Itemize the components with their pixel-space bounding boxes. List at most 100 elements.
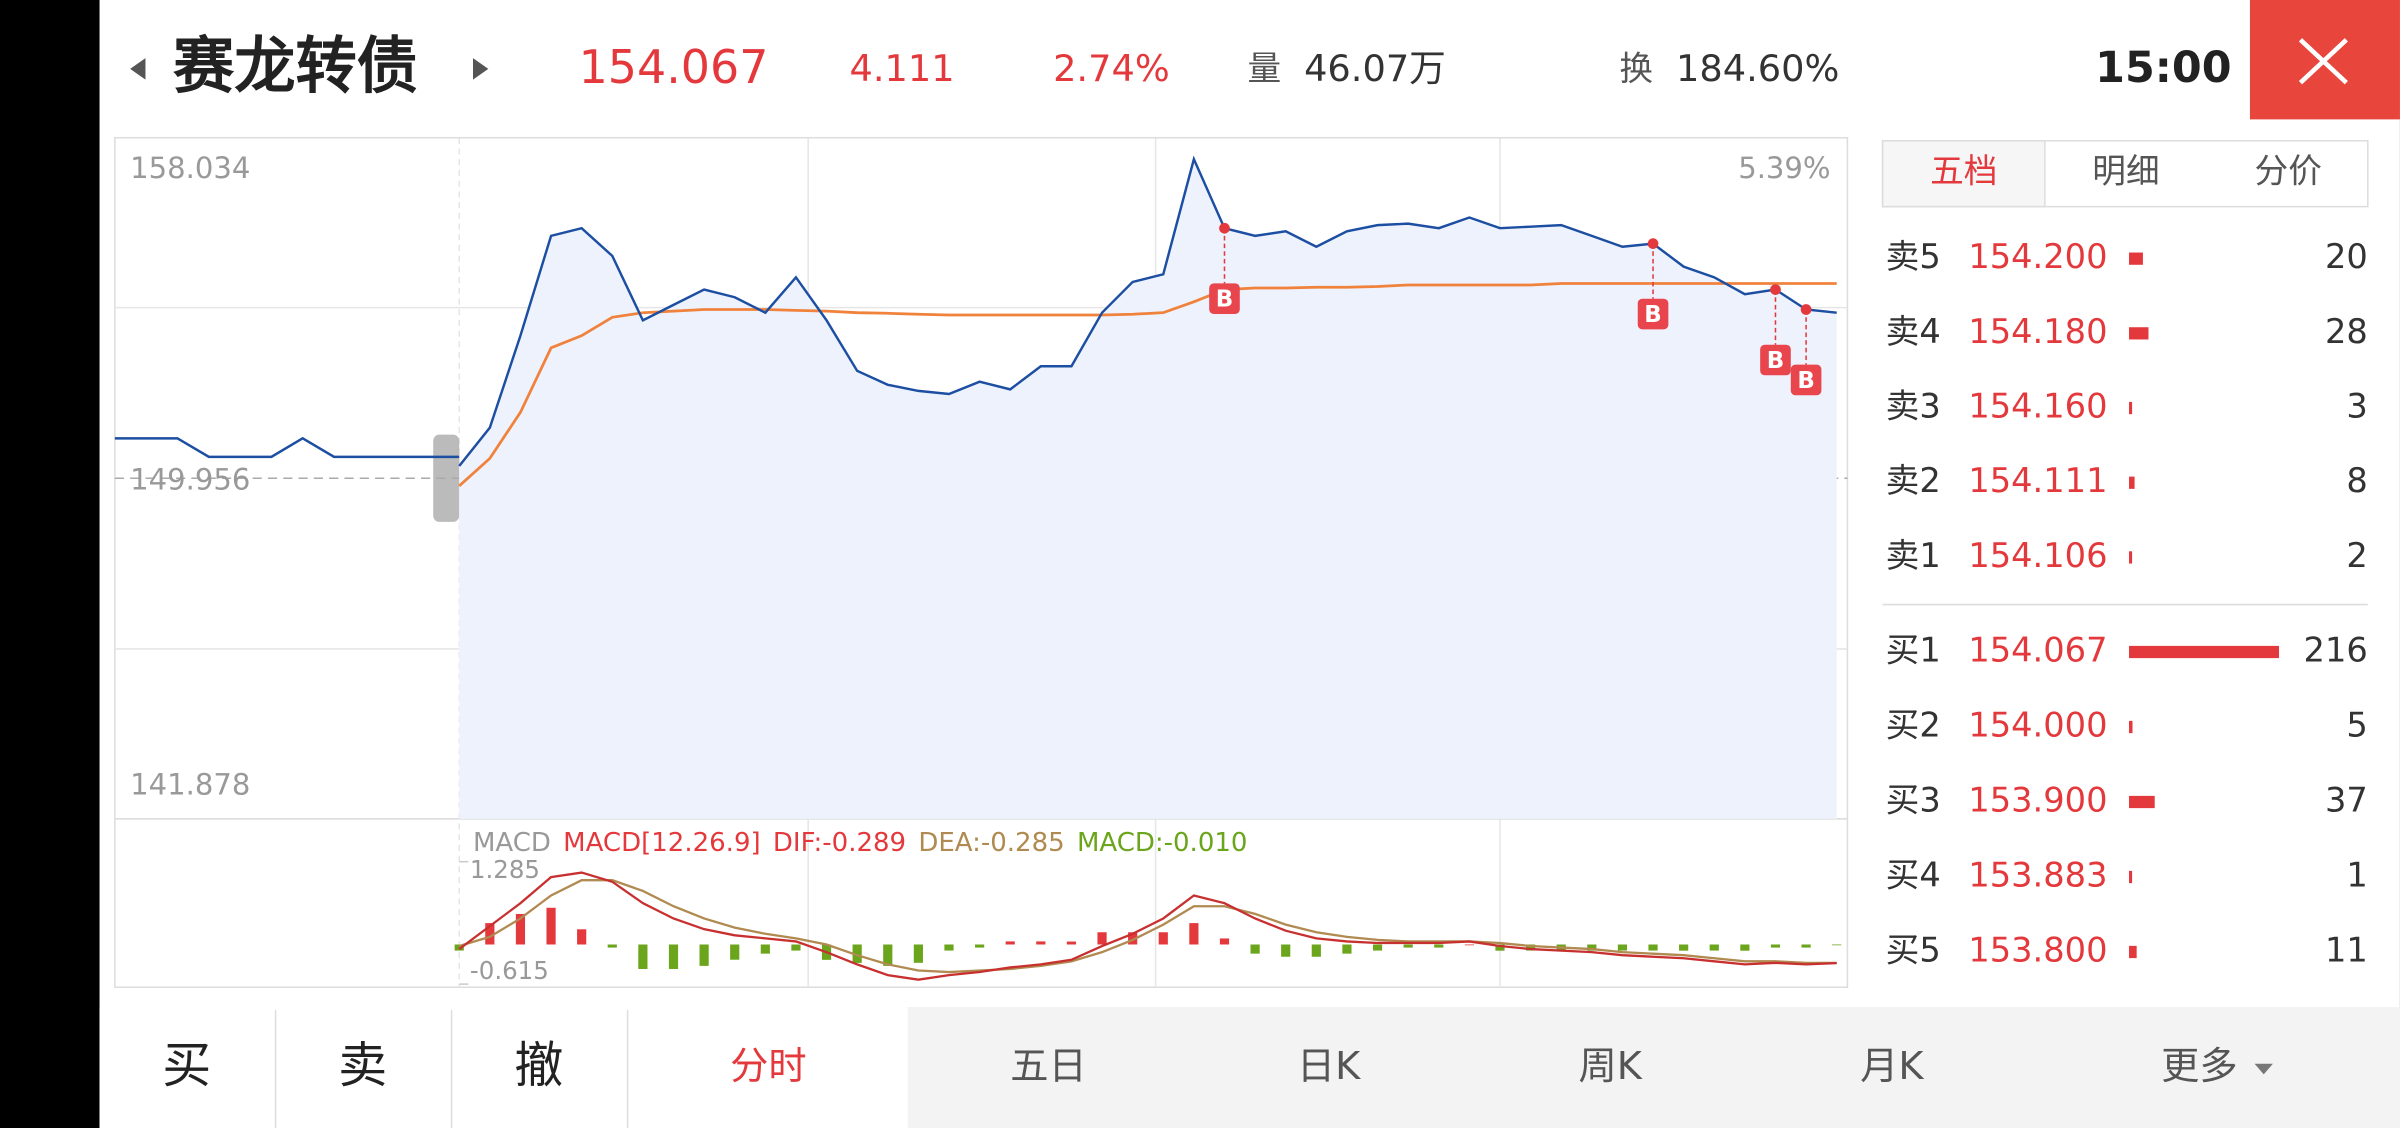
- macd-bar: [730, 944, 740, 960]
- y-tick-label: 158.034: [130, 151, 250, 185]
- level-volume: 20: [2325, 237, 2368, 276]
- period-tab[interactable]: 周K: [1579, 1044, 1643, 1089]
- next-arrow[interactable]: [472, 58, 489, 80]
- macd-bar: [607, 944, 617, 948]
- dea-label: DEA:-0.285: [918, 828, 1064, 858]
- macd-bar: [1770, 944, 1781, 948]
- trade-mark-box[interactable]: [1637, 298, 1669, 330]
- level-label: 卖3: [1886, 387, 1941, 426]
- volume-bar: [2129, 327, 2149, 340]
- level-price: 154.106: [1968, 536, 2107, 575]
- prev-arrow[interactable]: [130, 58, 146, 80]
- level-volume: 3: [2346, 387, 2367, 426]
- trade-mark-label: B: [1767, 348, 1784, 374]
- action-button[interactable]: 买: [162, 1037, 211, 1094]
- order-tab[interactable]: 分价: [2255, 151, 2322, 190]
- level-price: 154.000: [1968, 706, 2107, 745]
- level-price: 153.900: [1968, 780, 2107, 819]
- period-tab[interactable]: 更多: [2161, 1044, 2238, 1089]
- avg-line: [458, 282, 1837, 487]
- time: 15:00: [2095, 43, 2231, 93]
- macd-bar: [852, 944, 862, 963]
- more-caret: [2254, 1063, 2273, 1075]
- action-button[interactable]: 卖: [338, 1037, 387, 1094]
- macd-bar: [760, 944, 770, 954]
- period-tab[interactable]: 月K: [1860, 1044, 1924, 1089]
- action-button[interactable]: 撤: [514, 1037, 563, 1094]
- macd-bar: [577, 929, 587, 945]
- macd-bar: [1005, 941, 1015, 945]
- dif-line: [458, 871, 1837, 981]
- macd-bar: [1128, 932, 1138, 945]
- macd-bar: [1250, 944, 1260, 954]
- volume: 46.07万: [1304, 47, 1446, 90]
- level-price: 154.200: [1968, 237, 2107, 276]
- close-icon: [2298, 38, 2348, 85]
- macd-bar: [485, 923, 495, 945]
- level-price: 153.883: [1968, 855, 2107, 894]
- macd-bar: [515, 913, 526, 945]
- macd-bar: [1495, 944, 1505, 951]
- toolbar-left: [99, 1007, 908, 1128]
- macd-bar: [638, 944, 648, 969]
- level-label: 卖5: [1886, 237, 1941, 276]
- macd-bar: [1036, 941, 1046, 945]
- macd-bar: [1372, 944, 1383, 951]
- level-volume: 37: [2325, 780, 2368, 819]
- macd-bar: [668, 944, 679, 969]
- trade-mark-box[interactable]: [1209, 283, 1240, 314]
- level-label: 卖4: [1886, 312, 1941, 351]
- tab-selected: [1881, 140, 2046, 208]
- level-price: 154.160: [1968, 387, 2107, 426]
- level-label: 买2: [1886, 706, 1941, 745]
- macd-tick-label: 1.285: [470, 855, 540, 884]
- macd-bar: [1311, 944, 1321, 957]
- volume-bar: [2129, 252, 2143, 265]
- period-tab[interactable]: 分时: [730, 1044, 807, 1089]
- macd-bar: [546, 907, 556, 945]
- level-label: 卖2: [1886, 461, 1941, 500]
- order-tab[interactable]: 明细: [2092, 151, 2159, 190]
- period-tab[interactable]: 日K: [1297, 1044, 1361, 1089]
- volume-bar: [2129, 551, 2133, 564]
- level-volume: 8: [2346, 461, 2367, 500]
- order-tab[interactable]: 五档: [1930, 151, 1997, 190]
- level-label: 卖1: [1886, 536, 1941, 575]
- pre-open-line: [114, 436, 460, 459]
- change: 4.111: [850, 47, 955, 90]
- volume-bar: [2129, 795, 2155, 809]
- level-price: 154.111: [1968, 461, 2107, 500]
- macd-bar: [1342, 944, 1352, 954]
- macd-bar: [1617, 944, 1628, 951]
- macd-bar: [1679, 944, 1689, 951]
- trade-mark-dot: [1647, 238, 1659, 249]
- period-tab[interactable]: 五日: [1010, 1044, 1087, 1089]
- level-volume: 2: [2346, 536, 2367, 575]
- macd-bar: [1281, 944, 1291, 957]
- toolbar-content: 买 卖 撤 分时 五日 日K 周K 月K 更多: [162, 1037, 2237, 1094]
- turnover: 184.60%: [1676, 47, 1839, 90]
- trade-mark-box[interactable]: [1760, 344, 1791, 376]
- macd-bar: [1434, 944, 1444, 948]
- volume-bar: [2129, 720, 2133, 734]
- trade-mark-dot: [1219, 222, 1230, 234]
- volume-bar: [2129, 870, 2133, 884]
- volume-bar: [2129, 645, 2280, 659]
- trade-mark-box[interactable]: [1790, 364, 1822, 396]
- macd-bar: [944, 944, 954, 951]
- level-price: 154.180: [1968, 312, 2107, 351]
- level-volume: 28: [2325, 312, 2368, 351]
- level-volume: 5: [2346, 706, 2367, 745]
- level-price: 154.067: [1968, 631, 2107, 670]
- trade-mark-label: B: [1797, 368, 1814, 394]
- macd-bar: [1464, 944, 1474, 946]
- level-volume: 11: [2325, 930, 2368, 969]
- side-bar: [0, 0, 100, 1128]
- level-volume: 216: [2304, 631, 2368, 670]
- volume-bar: [2129, 401, 2133, 415]
- dea-line: [458, 879, 1837, 974]
- macd-bar: [699, 944, 709, 966]
- volume-bar: [2129, 945, 2137, 959]
